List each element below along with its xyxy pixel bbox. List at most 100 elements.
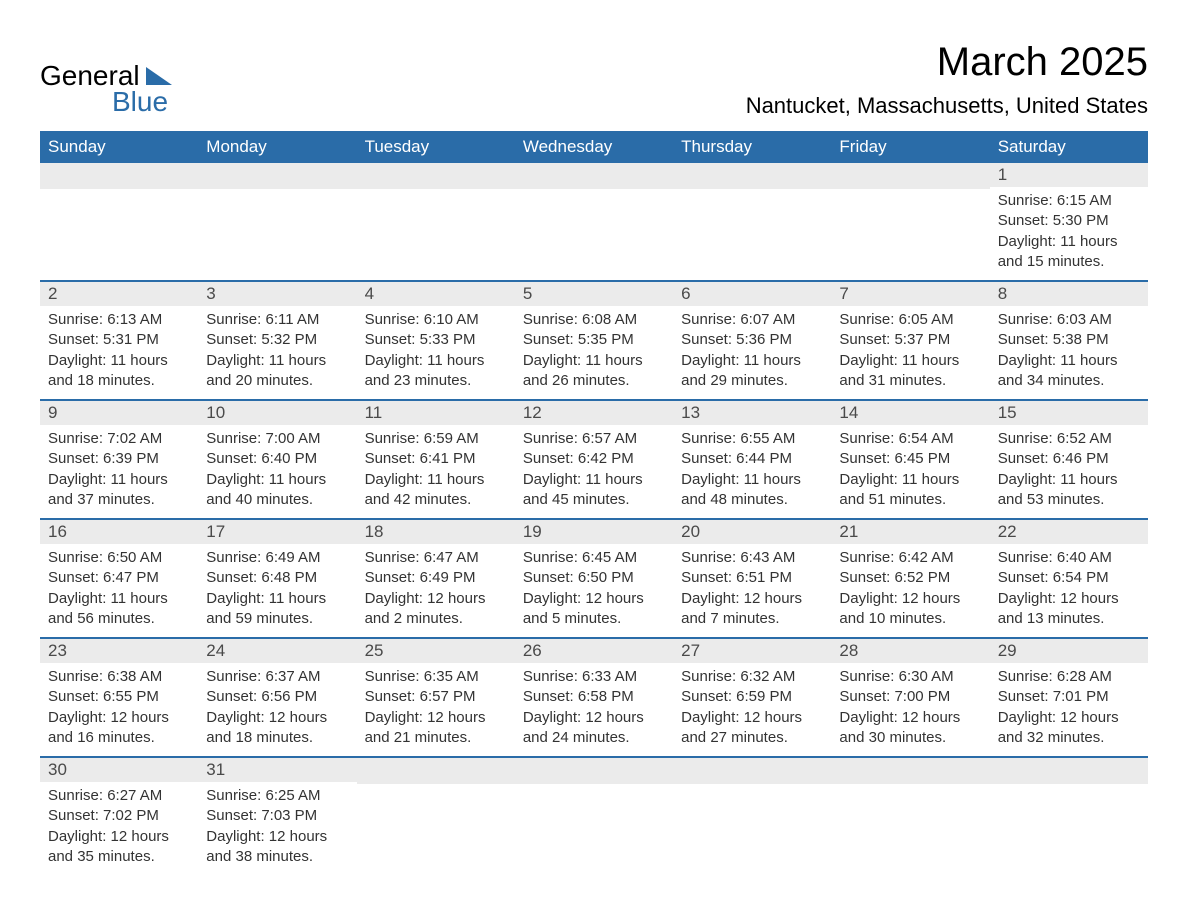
- empty-day-bar: [198, 163, 356, 189]
- daylight-line2: and 13 minutes.: [998, 609, 1140, 629]
- day-number: 17: [198, 520, 356, 544]
- empty-day-bar: [990, 758, 1148, 784]
- day-body: Sunrise: 6:43 AMSunset: 6:51 PMDaylight:…: [673, 544, 831, 637]
- daylight-line1: Daylight: 11 hours: [48, 470, 190, 490]
- day-number: 14: [831, 401, 989, 425]
- sunset-line: Sunset: 7:02 PM: [48, 806, 190, 826]
- sunrise-line: Sunrise: 6:47 AM: [365, 548, 507, 568]
- sunset-line: Sunset: 7:03 PM: [206, 806, 348, 826]
- day-number: 25: [357, 639, 515, 663]
- day-number: 26: [515, 639, 673, 663]
- day-cell: 5Sunrise: 6:08 AMSunset: 5:35 PMDaylight…: [515, 281, 673, 400]
- sunset-line: Sunset: 5:33 PM: [365, 330, 507, 350]
- daylight-line1: Daylight: 11 hours: [206, 351, 348, 371]
- daylight-line2: and 26 minutes.: [523, 371, 665, 391]
- day-body: Sunrise: 6:10 AMSunset: 5:33 PMDaylight:…: [357, 306, 515, 399]
- daylight-line1: Daylight: 11 hours: [681, 470, 823, 490]
- day-cell: 6Sunrise: 6:07 AMSunset: 5:36 PMDaylight…: [673, 281, 831, 400]
- empty-day-bar: [831, 758, 989, 784]
- daylight-line2: and 37 minutes.: [48, 490, 190, 510]
- day-number: 31: [198, 758, 356, 782]
- day-number: 15: [990, 401, 1148, 425]
- sunset-line: Sunset: 5:32 PM: [206, 330, 348, 350]
- sunrise-line: Sunrise: 6:55 AM: [681, 429, 823, 449]
- sunset-line: Sunset: 5:36 PM: [681, 330, 823, 350]
- daylight-line1: Daylight: 12 hours: [681, 589, 823, 609]
- daylight-line2: and 24 minutes.: [523, 728, 665, 748]
- daylight-line1: Daylight: 12 hours: [681, 708, 823, 728]
- day-cell: 25Sunrise: 6:35 AMSunset: 6:57 PMDayligh…: [357, 638, 515, 757]
- day-number: 19: [515, 520, 673, 544]
- empty-day-bar: [40, 163, 198, 189]
- week-row: 16Sunrise: 6:50 AMSunset: 6:47 PMDayligh…: [40, 519, 1148, 638]
- calendar-table: Sunday Monday Tuesday Wednesday Thursday…: [40, 131, 1148, 875]
- daylight-line1: Daylight: 11 hours: [365, 351, 507, 371]
- day-body: Sunrise: 6:52 AMSunset: 6:46 PMDaylight:…: [990, 425, 1148, 518]
- day-number: 1: [990, 163, 1148, 187]
- sunrise-line: Sunrise: 6:27 AM: [48, 786, 190, 806]
- day-body: Sunrise: 6:49 AMSunset: 6:48 PMDaylight:…: [198, 544, 356, 637]
- daylight-line2: and 45 minutes.: [523, 490, 665, 510]
- day-number: 3: [198, 282, 356, 306]
- day-cell: [831, 163, 989, 281]
- sunset-line: Sunset: 6:50 PM: [523, 568, 665, 588]
- day-number: 29: [990, 639, 1148, 663]
- day-cell: [673, 163, 831, 281]
- day-cell: 28Sunrise: 6:30 AMSunset: 7:00 PMDayligh…: [831, 638, 989, 757]
- sunset-line: Sunset: 6:56 PM: [206, 687, 348, 707]
- day-cell: [357, 163, 515, 281]
- day-number: 11: [357, 401, 515, 425]
- day-cell: [515, 757, 673, 875]
- sunset-line: Sunset: 6:39 PM: [48, 449, 190, 469]
- day-body: Sunrise: 6:11 AMSunset: 5:32 PMDaylight:…: [198, 306, 356, 399]
- sunrise-line: Sunrise: 6:15 AM: [998, 191, 1140, 211]
- day-cell: 12Sunrise: 6:57 AMSunset: 6:42 PMDayligh…: [515, 400, 673, 519]
- day-body: Sunrise: 6:15 AMSunset: 5:30 PMDaylight:…: [990, 187, 1148, 280]
- month-title: March 2025: [746, 40, 1148, 85]
- sunrise-line: Sunrise: 6:10 AM: [365, 310, 507, 330]
- day-cell: 16Sunrise: 6:50 AMSunset: 6:47 PMDayligh…: [40, 519, 198, 638]
- daylight-line2: and 15 minutes.: [998, 252, 1140, 272]
- day-cell: 15Sunrise: 6:52 AMSunset: 6:46 PMDayligh…: [990, 400, 1148, 519]
- daylight-line1: Daylight: 12 hours: [523, 589, 665, 609]
- day-cell: [673, 757, 831, 875]
- sunrise-line: Sunrise: 6:54 AM: [839, 429, 981, 449]
- day-body: Sunrise: 6:27 AMSunset: 7:02 PMDaylight:…: [40, 782, 198, 875]
- day-cell: 1Sunrise: 6:15 AMSunset: 5:30 PMDaylight…: [990, 163, 1148, 281]
- day-body: Sunrise: 6:35 AMSunset: 6:57 PMDaylight:…: [357, 663, 515, 756]
- sunset-line: Sunset: 6:51 PM: [681, 568, 823, 588]
- daylight-line1: Daylight: 11 hours: [365, 470, 507, 490]
- daylight-line2: and 23 minutes.: [365, 371, 507, 391]
- daylight-line2: and 10 minutes.: [839, 609, 981, 629]
- day-cell: 8Sunrise: 6:03 AMSunset: 5:38 PMDaylight…: [990, 281, 1148, 400]
- sunrise-line: Sunrise: 6:52 AM: [998, 429, 1140, 449]
- daylight-line2: and 18 minutes.: [48, 371, 190, 391]
- daylight-line1: Daylight: 11 hours: [998, 351, 1140, 371]
- day-cell: 13Sunrise: 6:55 AMSunset: 6:44 PMDayligh…: [673, 400, 831, 519]
- day-body: Sunrise: 6:57 AMSunset: 6:42 PMDaylight:…: [515, 425, 673, 518]
- day-number: 4: [357, 282, 515, 306]
- day-number: 27: [673, 639, 831, 663]
- daylight-line1: Daylight: 11 hours: [998, 470, 1140, 490]
- day-cell: 22Sunrise: 6:40 AMSunset: 6:54 PMDayligh…: [990, 519, 1148, 638]
- sunset-line: Sunset: 6:42 PM: [523, 449, 665, 469]
- sunrise-line: Sunrise: 7:00 AM: [206, 429, 348, 449]
- day-cell: 17Sunrise: 6:49 AMSunset: 6:48 PMDayligh…: [198, 519, 356, 638]
- daylight-line2: and 32 minutes.: [998, 728, 1140, 748]
- sunrise-line: Sunrise: 6:33 AM: [523, 667, 665, 687]
- day-number: 20: [673, 520, 831, 544]
- daylight-line2: and 7 minutes.: [681, 609, 823, 629]
- day-cell: 18Sunrise: 6:47 AMSunset: 6:49 PMDayligh…: [357, 519, 515, 638]
- day-body: Sunrise: 6:07 AMSunset: 5:36 PMDaylight:…: [673, 306, 831, 399]
- daylight-line1: Daylight: 11 hours: [48, 589, 190, 609]
- sunset-line: Sunset: 5:37 PM: [839, 330, 981, 350]
- day-number: 30: [40, 758, 198, 782]
- day-number: 10: [198, 401, 356, 425]
- day-body: Sunrise: 6:13 AMSunset: 5:31 PMDaylight:…: [40, 306, 198, 399]
- sunset-line: Sunset: 5:38 PM: [998, 330, 1140, 350]
- sunrise-line: Sunrise: 7:02 AM: [48, 429, 190, 449]
- sunset-line: Sunset: 6:41 PM: [365, 449, 507, 469]
- day-body: Sunrise: 6:38 AMSunset: 6:55 PMDaylight:…: [40, 663, 198, 756]
- day-cell: 9Sunrise: 7:02 AMSunset: 6:39 PMDaylight…: [40, 400, 198, 519]
- empty-day-bar: [515, 758, 673, 784]
